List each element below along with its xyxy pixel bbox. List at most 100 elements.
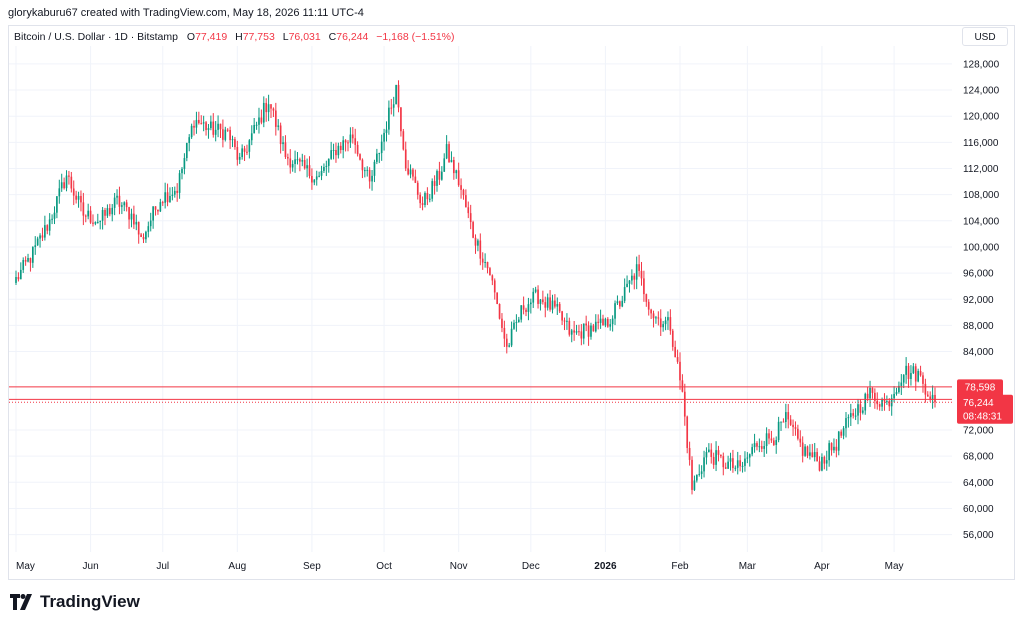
- candle: [111, 204, 114, 222]
- x-tick-label: Mar: [739, 561, 757, 572]
- candle: [556, 297, 559, 315]
- candle: [828, 440, 830, 467]
- candle: [650, 308, 652, 319]
- y-tick-label: 100,000: [963, 242, 1000, 253]
- candle: [41, 227, 44, 242]
- candle: [758, 438, 761, 453]
- candle: [724, 462, 727, 470]
- candle: [498, 303, 501, 320]
- candle: [303, 155, 306, 170]
- candle: [445, 135, 448, 160]
- candle: [568, 317, 571, 337]
- candle: [912, 363, 915, 375]
- candle: [84, 214, 87, 223]
- candle: [876, 392, 879, 410]
- candle: [224, 126, 227, 142]
- candle: [335, 142, 337, 163]
- candle: [765, 427, 768, 454]
- candle: [236, 140, 239, 166]
- candle: [106, 204, 109, 218]
- candle: [378, 152, 381, 164]
- candle: [895, 387, 898, 396]
- candle: [621, 295, 624, 308]
- candle: [748, 453, 751, 467]
- candle: [448, 141, 450, 163]
- candle: [659, 309, 662, 336]
- candle: [842, 426, 845, 440]
- candle: [279, 122, 282, 154]
- candle: [623, 278, 626, 304]
- y-tick-label: 60,000: [963, 504, 994, 515]
- candle: [585, 315, 588, 332]
- candle: [902, 374, 905, 389]
- chart-frame: [8, 25, 1015, 580]
- x-tick-label: Oct: [376, 561, 392, 572]
- candle: [900, 374, 903, 395]
- candle: [736, 451, 739, 475]
- candle: [176, 183, 179, 202]
- candle: [36, 236, 39, 246]
- y-tick-label: 96,000: [963, 269, 994, 280]
- candle: [188, 134, 191, 152]
- y-tick-label: 56,000: [963, 530, 994, 541]
- y-tick-label: 64,000: [963, 478, 994, 489]
- candle: [898, 381, 900, 394]
- candle: [772, 437, 775, 447]
- candle: [825, 450, 828, 471]
- currency-button[interactable]: USD: [962, 27, 1008, 46]
- candle: [477, 238, 479, 252]
- candle: [426, 187, 429, 206]
- candle: [185, 142, 188, 162]
- candle: [561, 310, 563, 326]
- candle: [366, 166, 369, 177]
- candle: [277, 119, 280, 131]
- x-tick-label: Feb: [671, 561, 689, 572]
- candle: [481, 252, 484, 270]
- low-label: L: [282, 31, 289, 43]
- candle: [818, 456, 821, 472]
- x-tick-label: May: [16, 561, 35, 572]
- candle: [453, 156, 455, 180]
- candle: [816, 448, 818, 462]
- candle: [56, 195, 58, 219]
- candle: [840, 429, 843, 439]
- candle: [570, 328, 573, 343]
- candle: [763, 440, 766, 457]
- candle: [388, 100, 390, 135]
- candle: [760, 440, 763, 453]
- candle: [864, 392, 867, 415]
- last-price-label: 76,244: [963, 398, 994, 409]
- candle: [775, 436, 778, 454]
- candle: [121, 202, 123, 215]
- candle: [845, 412, 847, 438]
- candle: [457, 162, 460, 187]
- candle: [549, 290, 551, 312]
- candle: [234, 136, 236, 150]
- candle: [489, 266, 491, 276]
- candle: [888, 398, 891, 412]
- candle: [202, 115, 205, 132]
- candle: [94, 221, 97, 226]
- candle: [291, 160, 294, 172]
- candle: [534, 286, 537, 294]
- candle: [503, 320, 506, 348]
- candle: [467, 201, 470, 219]
- candle: [782, 418, 785, 423]
- candle: [703, 450, 705, 478]
- candle: [164, 182, 166, 209]
- y-tick-label: 72,000: [963, 426, 994, 437]
- candle: [679, 352, 681, 390]
- candle: [513, 319, 515, 330]
- candle: [794, 421, 797, 436]
- candle: [801, 436, 804, 463]
- candle: [563, 317, 566, 331]
- candle: [669, 309, 672, 335]
- candle: [15, 270, 17, 286]
- candle: [727, 455, 729, 469]
- candle: [479, 233, 482, 266]
- candle: [751, 443, 754, 457]
- candle: [104, 207, 106, 226]
- candle: [575, 324, 578, 335]
- candle: [229, 126, 231, 149]
